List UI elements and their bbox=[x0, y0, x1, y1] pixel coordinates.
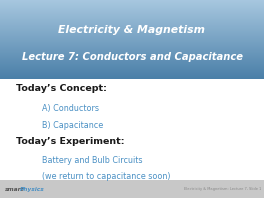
Text: Electricity & Magnetism: Lecture 7, Slide 1: Electricity & Magnetism: Lecture 7, Slid… bbox=[184, 187, 261, 191]
FancyBboxPatch shape bbox=[0, 180, 264, 198]
Text: Lecture 7: Conductors and Capacitance: Lecture 7: Conductors and Capacitance bbox=[21, 52, 243, 62]
Text: Today’s Experiment:: Today’s Experiment: bbox=[16, 137, 124, 146]
Text: Battery and Bulb Circuits: Battery and Bulb Circuits bbox=[42, 156, 143, 165]
Text: Physics: Physics bbox=[20, 187, 45, 192]
Text: Electricity & Magnetism: Electricity & Magnetism bbox=[59, 25, 205, 35]
Text: (we return to capacitance soon): (we return to capacitance soon) bbox=[42, 172, 171, 181]
Text: A) Conductors: A) Conductors bbox=[42, 104, 99, 113]
FancyBboxPatch shape bbox=[0, 79, 264, 180]
Text: smart: smart bbox=[5, 187, 25, 192]
Text: B) Capacitance: B) Capacitance bbox=[42, 121, 103, 130]
Text: Today’s Concept:: Today’s Concept: bbox=[16, 84, 107, 93]
